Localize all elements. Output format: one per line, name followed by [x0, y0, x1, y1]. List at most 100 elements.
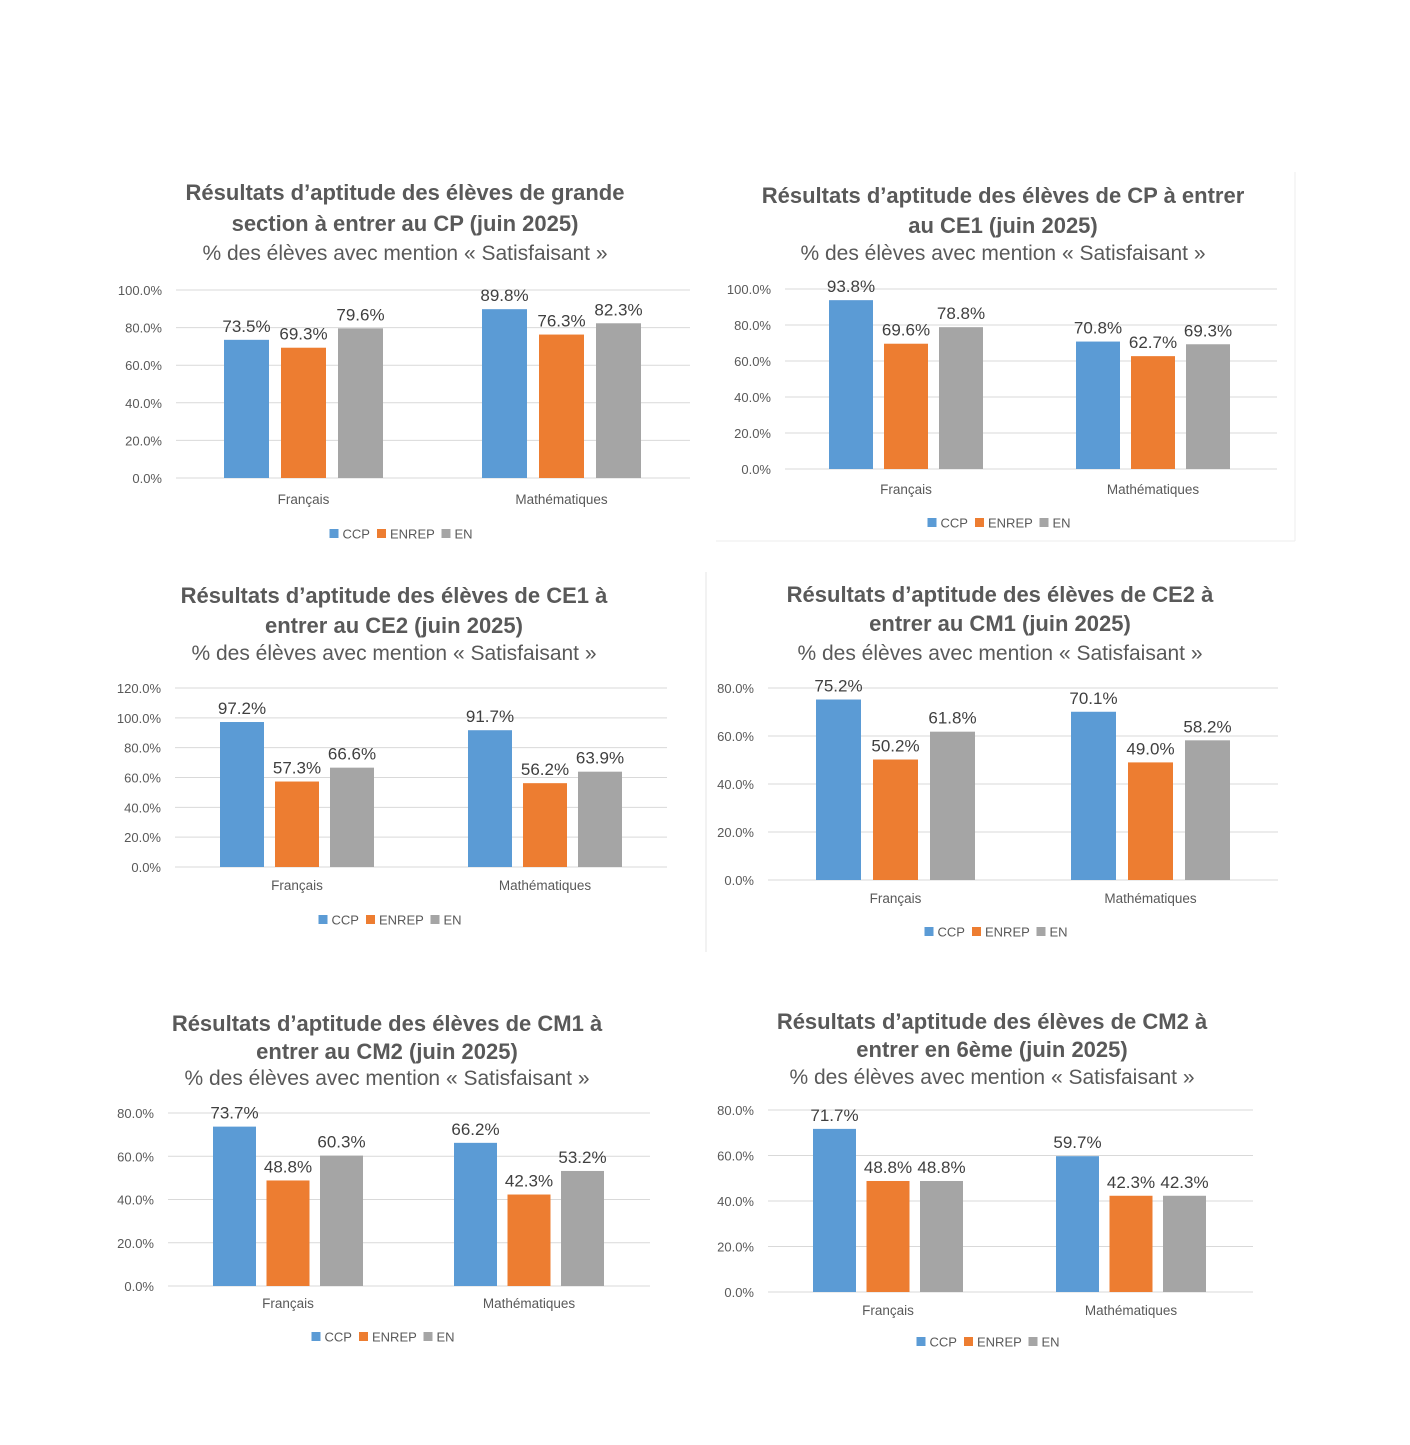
legend-swatch-en	[1039, 518, 1049, 527]
legend-swatch-enrep	[359, 1332, 368, 1341]
legend-label: CCP	[332, 913, 359, 928]
legend-label: ENREP	[985, 925, 1030, 940]
chart-title: entrer au CM2 (juin 2025)	[256, 1039, 518, 1064]
y-tick-label: 100.0%	[727, 282, 772, 297]
bar-enrep-mathematiques	[523, 783, 567, 867]
data-label: 42.3%	[1107, 1173, 1155, 1192]
bar-ccp-mathematiques	[482, 309, 527, 478]
y-tick-label: 80.0%	[124, 741, 161, 756]
x-category-label: Mathématiques	[1107, 482, 1200, 497]
bar-enrep-mathematiques	[507, 1194, 551, 1286]
bar-ccp-mathematiques	[468, 730, 512, 867]
data-label: 53.2%	[558, 1148, 606, 1167]
y-tick-label: 20.0%	[717, 1240, 754, 1255]
chart-title: Résultats d’aptitude des élèves de CM2 à	[777, 1009, 1208, 1034]
legend-swatch-en	[430, 915, 440, 924]
y-tick-label: 80.0%	[117, 1106, 154, 1121]
y-tick-label: 0.0%	[724, 873, 754, 888]
y-tick-label: 0.0%	[124, 1279, 154, 1294]
legend-swatch-enrep	[972, 927, 981, 936]
legend-swatch-enrep	[366, 915, 375, 924]
bar-enrep-mathematiques	[1128, 762, 1173, 880]
y-tick-label: 80.0%	[734, 318, 771, 333]
legend-label: EN	[455, 527, 473, 542]
data-label: 48.8%	[917, 1158, 965, 1177]
y-tick-label: 120.0%	[117, 681, 162, 696]
bar-en-mathematiques	[596, 323, 641, 478]
y-tick-label: 20.0%	[125, 433, 162, 448]
legend-label: ENREP	[988, 516, 1033, 531]
y-tick-label: 100.0%	[118, 283, 163, 298]
legend-swatch-ccp	[329, 529, 339, 538]
x-category-label: Français	[278, 492, 330, 507]
data-label: 76.3%	[537, 312, 585, 331]
data-label: 70.1%	[1069, 689, 1117, 708]
legend-label: ENREP	[372, 1330, 417, 1345]
data-label: 42.3%	[505, 1172, 553, 1191]
chart-1: Résultats d’aptitude des élèves de grand…	[118, 180, 690, 542]
bar-en-francais	[930, 731, 975, 880]
bar-en-mathematiques	[1163, 1195, 1206, 1292]
y-tick-label: 0.0%	[131, 860, 161, 875]
legend: CCP ENREP EN	[924, 925, 1068, 940]
bar-en-francais	[338, 328, 383, 478]
legend-swatch-enrep	[964, 1337, 973, 1346]
x-category-label: Mathématiques	[515, 492, 608, 507]
legend-swatch-en	[1028, 1337, 1038, 1346]
bar-enrep-mathematiques	[1109, 1195, 1153, 1292]
legend: CCP ENREP EN	[916, 1335, 1060, 1350]
data-label: 73.5%	[222, 317, 270, 336]
legend-label: ENREP	[379, 913, 424, 928]
data-label: 66.2%	[451, 1120, 499, 1139]
data-label: 66.6%	[328, 745, 376, 764]
y-tick-label: 60.0%	[124, 771, 161, 786]
bar-en-francais	[939, 327, 983, 469]
bar-enrep-francais	[884, 343, 928, 469]
chart-title: entrer en 6ème (juin 2025)	[856, 1037, 1127, 1062]
legend-label: EN	[1053, 516, 1071, 531]
bar-ccp-francais	[816, 699, 861, 880]
x-category-label: Français	[262, 1296, 314, 1311]
legend-swatch-ccp	[318, 915, 328, 924]
legend-swatch-en	[423, 1332, 433, 1341]
data-label: 69.6%	[882, 321, 930, 340]
bar-ccp-mathematiques	[454, 1142, 497, 1286]
legend-label: EN	[437, 1330, 455, 1345]
bar-ccp-francais	[813, 1128, 856, 1292]
legend-swatch-en	[441, 529, 451, 538]
chart-subtitle: % des élèves avec mention « Satisfaisant…	[184, 1067, 589, 1090]
data-label: 57.3%	[273, 759, 321, 778]
legend-swatch-ccp	[924, 927, 934, 936]
y-tick-label: 100.0%	[117, 711, 162, 726]
legend: CCP ENREP EN	[927, 516, 1071, 531]
legend-swatch-enrep	[377, 529, 386, 538]
legend: CCP ENREP EN	[329, 527, 473, 542]
legend-label: CCP	[343, 527, 370, 542]
chart-subtitle: % des élèves avec mention « Satisfaisant…	[202, 242, 607, 265]
legend-label: EN	[1042, 1335, 1060, 1350]
chart-3: Résultats d’aptitude des élèves de CE1 à…	[117, 583, 667, 928]
chart-title: Résultats d’aptitude des élèves de grand…	[186, 180, 625, 205]
y-tick-label: 0.0%	[132, 471, 162, 486]
bar-ccp-francais	[220, 722, 264, 867]
bar-en-mathematiques	[1186, 344, 1230, 469]
data-label: 61.8%	[928, 709, 976, 728]
bar-en-mathematiques	[561, 1170, 604, 1286]
bar-en-mathematiques	[578, 771, 622, 867]
chart-title: section à entrer au CP (juin 2025)	[232, 211, 579, 236]
y-tick-label: 40.0%	[734, 390, 771, 405]
data-label: 93.8%	[827, 277, 875, 296]
legend-swatch-ccp	[916, 1337, 926, 1346]
chart-title: entrer au CM1 (juin 2025)	[869, 611, 1131, 636]
y-tick-label: 20.0%	[717, 825, 754, 840]
y-tick-label: 0.0%	[741, 462, 771, 477]
bar-ccp-francais	[213, 1126, 256, 1286]
data-label: 73.7%	[210, 1104, 258, 1123]
y-tick-label: 20.0%	[734, 426, 771, 441]
data-label: 71.7%	[810, 1106, 858, 1125]
legend-label: CCP	[938, 925, 965, 940]
y-tick-label: 60.0%	[734, 354, 771, 369]
x-category-label: Français	[862, 1303, 914, 1318]
legend: CCP ENREP EN	[311, 1330, 455, 1345]
chart-subtitle: % des élèves avec mention « Satisfaisant…	[789, 1066, 1194, 1089]
